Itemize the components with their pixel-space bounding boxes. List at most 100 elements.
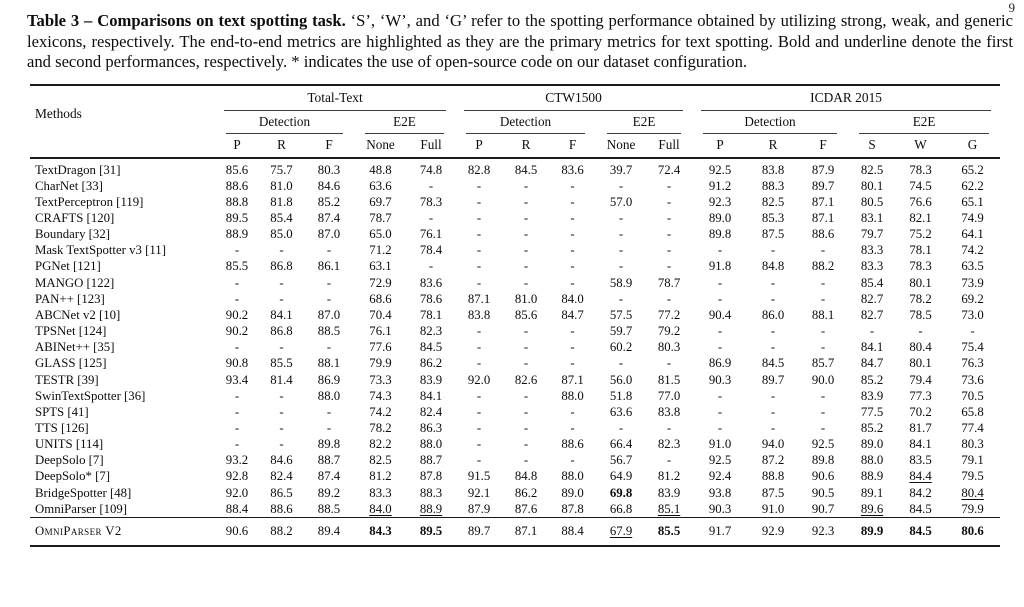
value-cell: 65.2 xyxy=(961,162,984,177)
value-cell: - xyxy=(770,421,776,435)
value-cell: 88.0 xyxy=(419,437,443,452)
value-cell: 89.5 xyxy=(407,516,456,548)
value-cell: 87.1 xyxy=(467,291,491,306)
value-cell: 93.8 xyxy=(708,485,732,500)
subgroup-header-tt-e2e: E2E xyxy=(354,111,455,134)
value-cell: - xyxy=(820,421,826,435)
value-cell: 85.5 xyxy=(225,259,249,274)
value-cell: - xyxy=(570,210,575,225)
value-cell: - xyxy=(476,178,482,193)
value-cell: 92.5 xyxy=(708,162,732,177)
value-cell: 84.5 xyxy=(514,162,538,177)
table-row: TPSNet [124] 90.2 86.8 88.5 76.1 82.3 - - - 59.7 7… xyxy=(30,323,1000,339)
value-cell: 80.3 xyxy=(657,340,681,355)
method-cell: DeepSolo* [7] xyxy=(35,469,110,484)
table-row: MANGO [122] - - - 72.9 83.6 - - - 58.9 78.7 - - - 85.4… xyxy=(30,275,1000,291)
value-cell: - xyxy=(820,275,826,290)
value-cell: 88.8 xyxy=(761,469,785,484)
value-cell: 88.3 xyxy=(419,485,443,500)
value-cell: 63.5 xyxy=(961,259,984,274)
value-cell: 72.4 xyxy=(657,162,681,177)
value-cell: - xyxy=(476,275,482,290)
value-cell: 81.2 xyxy=(657,469,681,484)
subgroup-header-tt-detection: Detection xyxy=(215,111,354,134)
value-cell: - xyxy=(279,340,284,355)
value-cell: 82.2 xyxy=(369,437,392,452)
value-cell: - xyxy=(570,340,575,355)
value-cell: 86.2 xyxy=(514,485,538,500)
value-cell: 72.9 xyxy=(369,275,392,290)
value-cell: - xyxy=(666,356,672,371)
value-cell: - xyxy=(570,453,575,468)
value-cell: 75.7 xyxy=(270,162,293,177)
value-cell: 89.7 xyxy=(811,178,835,193)
value-cell: 88.1 xyxy=(317,356,341,371)
table-row: OmniParser V2 90.6 88.2 89.4 84.3 89.5 89.7 87.… xyxy=(30,516,1001,548)
value-cell: 82.7 xyxy=(860,291,884,306)
value-cell: - xyxy=(770,291,776,306)
value-cell: 85.2 xyxy=(860,421,884,435)
value-cell: 88.2 xyxy=(259,516,304,548)
value-cell: 87.8 xyxy=(419,469,443,484)
value-cell: - xyxy=(279,404,284,419)
value-cell: 85.1 xyxy=(657,501,681,516)
table-row: SwinTextSpotter [36] - - 88.0 74.3 84.1 - - 88.0… xyxy=(30,388,1000,404)
value-cell: 73.6 xyxy=(961,372,984,387)
value-cell: 68.6 xyxy=(369,291,392,306)
value-cell: - xyxy=(279,275,284,290)
value-cell: - xyxy=(523,340,529,355)
table-row: PAN++ [123] - - - 68.6 78.6 87.1 81.0 84.0 - - - - - 8… xyxy=(30,291,1000,307)
value-cell: 85.7 xyxy=(811,356,835,371)
value-cell: 81.5 xyxy=(657,372,681,387)
value-cell: 77.0 xyxy=(657,388,681,403)
value-cell: - xyxy=(476,259,482,274)
value-cell: - xyxy=(618,210,624,225)
value-cell: - xyxy=(234,291,240,306)
value-cell: - xyxy=(326,340,332,355)
value-cell: 87.4 xyxy=(317,210,341,225)
value-cell: 86.1 xyxy=(317,259,341,274)
value-cell: - xyxy=(820,243,826,258)
value-cell: - xyxy=(326,404,332,419)
method-cell: TESTR [39] xyxy=(35,372,99,387)
value-cell: - xyxy=(476,404,482,419)
value-cell: - xyxy=(918,324,923,339)
value-cell: 87.1 xyxy=(561,372,584,387)
value-cell: - xyxy=(523,437,529,452)
value-cell: - xyxy=(428,178,434,193)
value-cell: - xyxy=(666,227,672,242)
value-cell: 62.2 xyxy=(961,178,984,193)
value-cell: 88.0 xyxy=(860,453,884,468)
page-number: 9 xyxy=(1008,0,1016,15)
value-cell: 88.9 xyxy=(860,469,884,484)
value-cell: 83.6 xyxy=(561,162,584,177)
value-cell: 83.8 xyxy=(467,307,491,322)
value-cell: 83.9 xyxy=(419,372,443,387)
method-cell: SwinTextSpotter [36] xyxy=(35,388,146,403)
value-cell: - xyxy=(523,178,529,193)
value-cell: - xyxy=(970,324,975,339)
value-cell: - xyxy=(770,388,776,403)
value-cell: - xyxy=(869,324,875,339)
value-cell: 86.8 xyxy=(270,259,293,274)
value-cell: 90.3 xyxy=(708,501,732,516)
value-cell: - xyxy=(523,356,529,371)
value-cell: - xyxy=(770,404,776,419)
value-cell: 86.8 xyxy=(270,324,293,339)
value-cell: - xyxy=(570,227,575,242)
value-cell: 87.8 xyxy=(561,501,584,516)
value-cell: 80.6 xyxy=(945,516,1001,548)
value-cell: - xyxy=(770,324,776,339)
value-cell: - xyxy=(279,291,284,306)
value-cell: - xyxy=(570,259,575,274)
value-cell: 88.6 xyxy=(270,501,293,516)
value-cell: 71.2 xyxy=(369,243,392,258)
value-cell: 85.5 xyxy=(646,516,693,548)
value-cell: 81.0 xyxy=(270,178,293,193)
value-cell: - xyxy=(279,437,284,452)
value-cell: 94.0 xyxy=(761,437,785,452)
value-cell: 88.8 xyxy=(225,194,249,209)
value-cell: 78.1 xyxy=(909,243,932,258)
value-cell: 80.5 xyxy=(860,194,884,209)
value-cell: 84.7 xyxy=(860,356,884,371)
